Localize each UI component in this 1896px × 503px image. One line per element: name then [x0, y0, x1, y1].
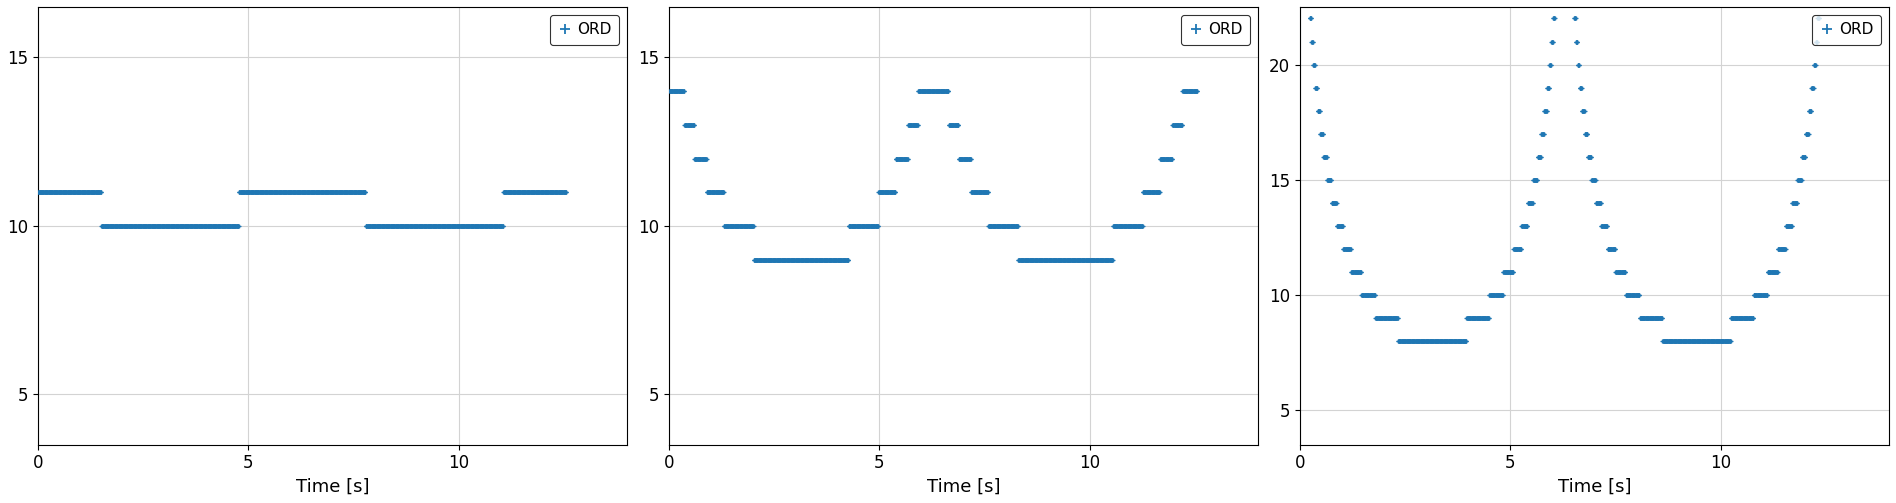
Legend: ORD: ORD	[1181, 15, 1249, 45]
Legend: ORD: ORD	[1813, 15, 1881, 45]
X-axis label: Time [s]: Time [s]	[927, 478, 1001, 496]
Legend: ORD: ORD	[550, 15, 620, 45]
X-axis label: Time [s]: Time [s]	[1559, 478, 1631, 496]
X-axis label: Time [s]: Time [s]	[296, 478, 370, 496]
